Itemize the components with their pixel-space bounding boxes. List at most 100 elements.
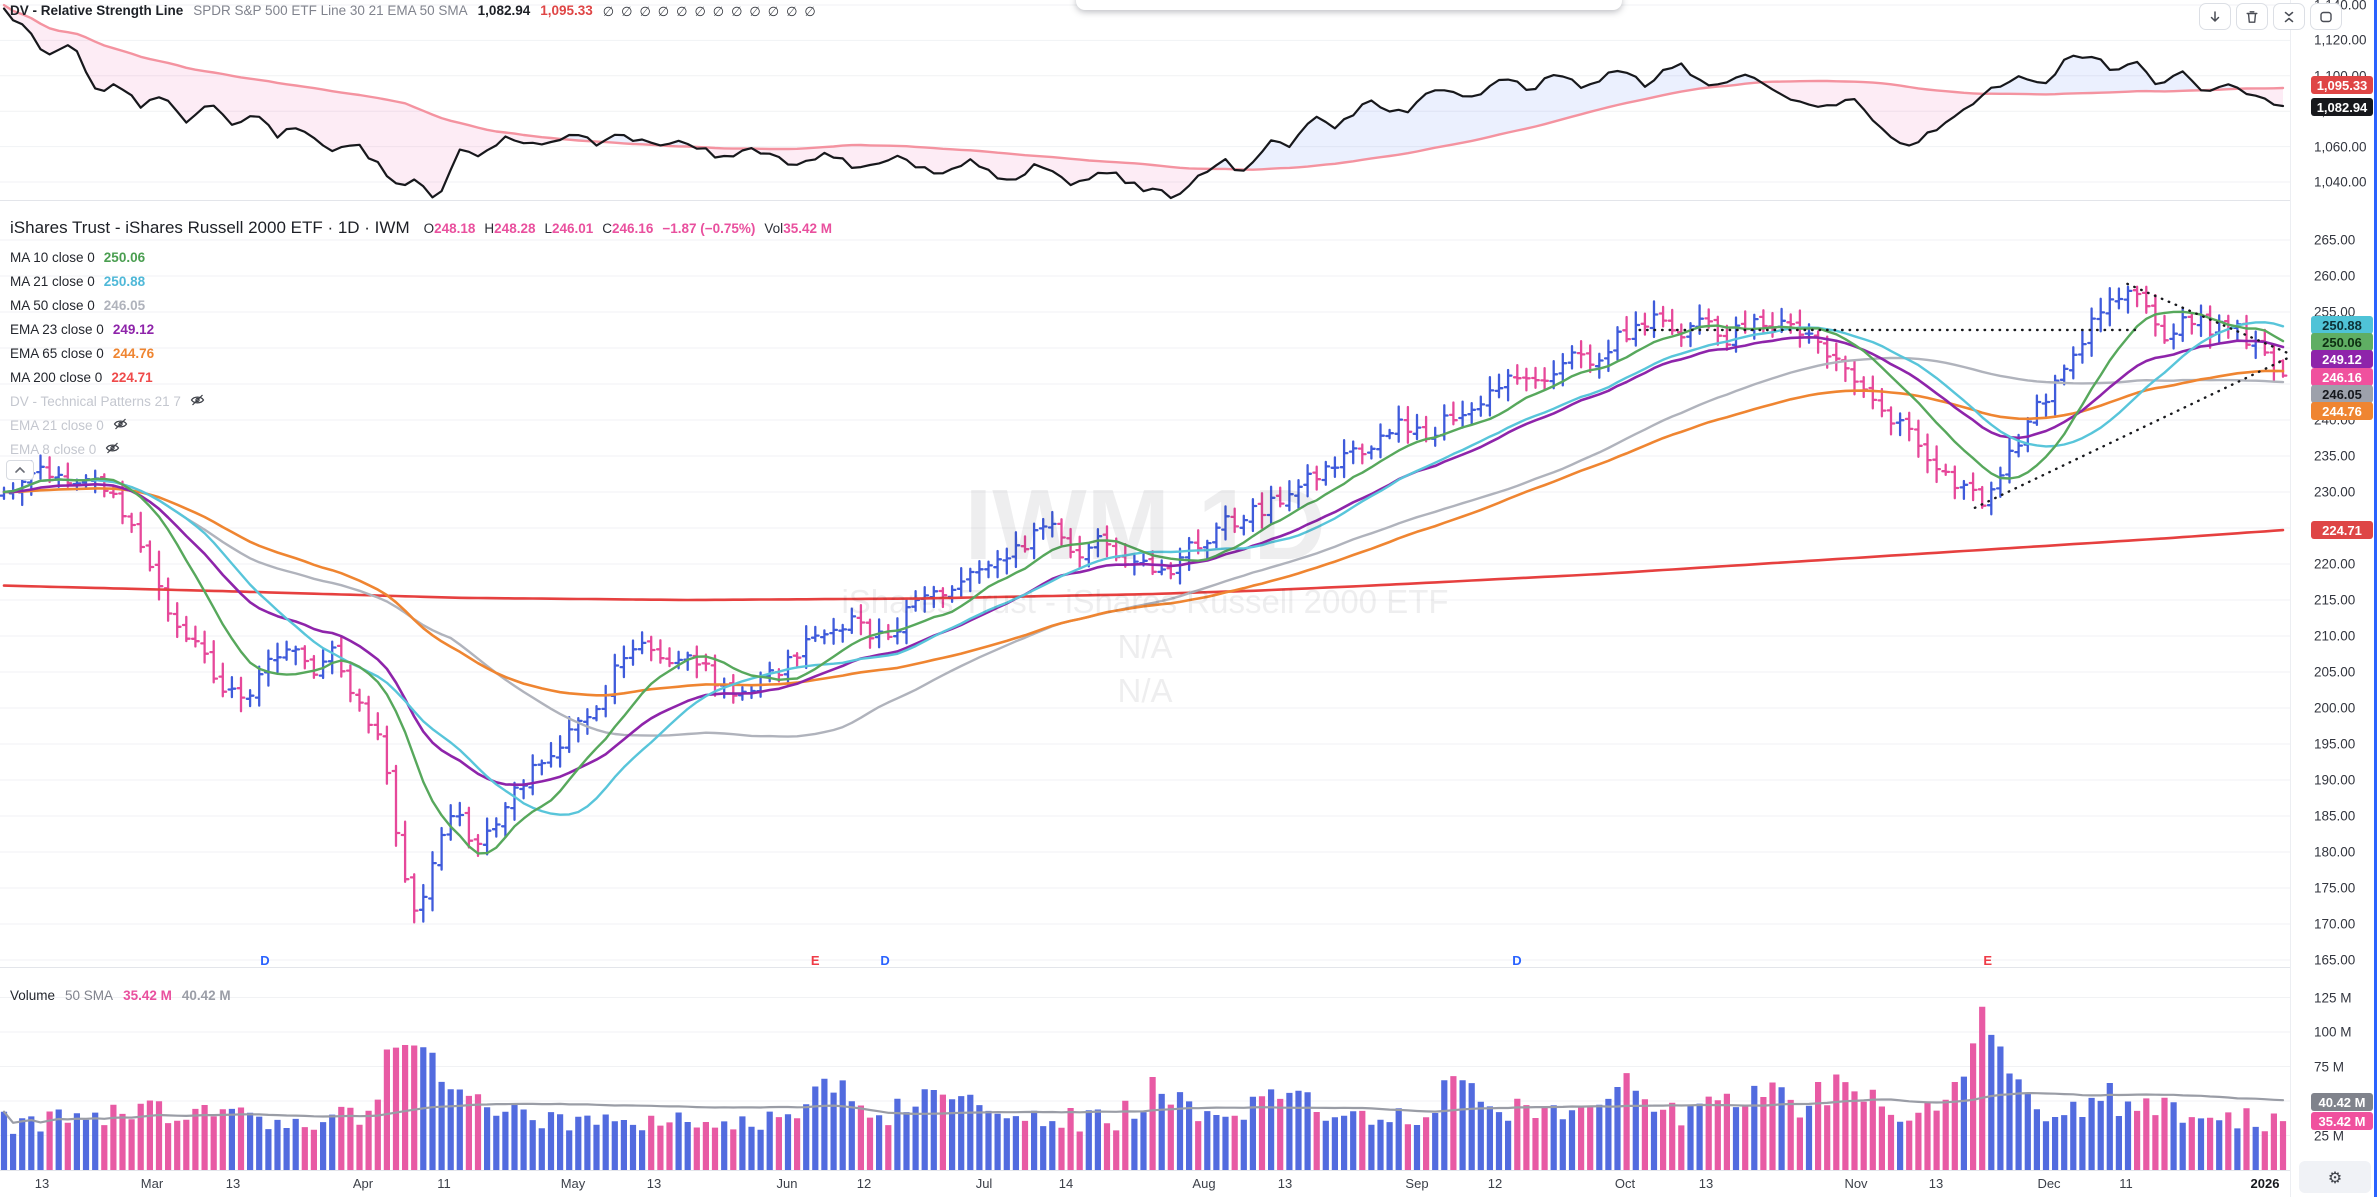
ohlc-field-label: H (484, 221, 495, 236)
price-badge: 250.88 (2311, 316, 2373, 334)
rs-indicator-params: SPDR S&P 500 ETF Line 30 21 EMA 50 SMA (193, 3, 468, 18)
move-pane-down-button[interactable] (2199, 3, 2231, 30)
price-axis[interactable]: ⚙ 1,140.001,120.001,100.001,080.001,060.… (2290, 0, 2374, 1197)
visibility-toggle[interactable] (113, 418, 128, 433)
time-axis[interactable]: 13 Mar 13 Apr 11 May 13 Jun 12 Jul 14 Aug 13 Sep 12 Oct… (0, 1170, 2290, 1197)
event-marker-d[interactable]: D (260, 953, 270, 968)
indicator-value: 249.12 (112, 321, 155, 337)
ohlc-readout: O248.18 H248.28 L246.01 C246.16 −1.87 (−0.75… (424, 221, 832, 236)
time-label: 13 (1698, 1176, 1714, 1191)
ohlc-field-label: L (544, 221, 552, 236)
hidden-value-icon: ∅ (676, 5, 688, 20)
price-badge: 1,082.94 (2311, 98, 2373, 116)
indicator-row[interactable]: EMA 21 close 0 (10, 413, 205, 437)
hidden-value-icon: ∅ (712, 5, 725, 20)
indicator-row[interactable]: EMA 65 close 0 244.76 (10, 341, 205, 365)
price-badge: 224.71 (2311, 521, 2373, 539)
indicator-row[interactable]: EMA 23 close 0 249.12 (10, 317, 205, 341)
axis-tick-label: 255.00 (2314, 304, 2356, 320)
ohlc-item: C246.16 (602, 221, 653, 236)
indicator-label: MA 21 close 0 (10, 273, 95, 289)
indicator-label: EMA 8 close 0 (10, 441, 97, 457)
indicator-row[interactable]: MA 10 close 0 250.06 (10, 245, 205, 269)
price-chart-canvas[interactable] (0, 0, 2290, 1197)
indicator-label: MA 200 close 0 (10, 369, 103, 385)
volume-legend: Volume 50 SMA 35.42 M 40.42 M (10, 988, 231, 1003)
hidden-value-icon: ∅ (639, 5, 651, 20)
pane-divider-top[interactable] (0, 200, 2374, 201)
indicator-value: 246.05 (103, 297, 146, 313)
axis-tick-label: 1,120.00 (2314, 32, 2367, 48)
hidden-value-icon: ∅ (804, 5, 816, 20)
axis-tick-label: 175.00 (2314, 880, 2356, 896)
time-label: Nov (1844, 1176, 1868, 1191)
indicator-label: EMA 65 close 0 (10, 345, 104, 361)
symbol-title[interactable]: iShares Trust - iShares Russell 2000 ETF… (10, 218, 410, 237)
axis-tick-label: 1,040.00 (2314, 174, 2367, 190)
axis-tick-label: 260.00 (2314, 268, 2356, 284)
indicator-label: DV - Technical Patterns 21 7 (10, 393, 181, 409)
ohlc-field-value: 246.01 (551, 221, 594, 236)
volume-sma-value: 40.42 M (181, 988, 231, 1003)
indicator-row[interactable]: MA 21 close 0 250.88 (10, 269, 205, 293)
ohlc-field-value: 248.28 (494, 221, 536, 236)
visibility-toggle[interactable] (105, 442, 120, 457)
event-marker-d[interactable]: D (1512, 953, 1522, 968)
rs-pane-legend: DV - Relative Strength Line SPDR S&P 500… (10, 3, 816, 20)
rs-indicator-title[interactable]: DV - Relative Strength Line (10, 3, 184, 18)
axis-tick-label: 75 M (2314, 1059, 2345, 1074)
time-label: 13 (225, 1176, 241, 1191)
time-label: Sep (1405, 1176, 1429, 1191)
axis-settings-button[interactable]: ⚙ (2299, 1161, 2371, 1193)
collapse-pane-button[interactable] (2273, 3, 2305, 30)
axis-tick-label: 215.00 (2314, 592, 2356, 608)
time-label: Aug (1192, 1176, 1216, 1191)
maximize-pane-button[interactable] (2310, 3, 2342, 30)
indicator-row[interactable]: MA 200 close 0 224.71 (10, 365, 205, 389)
time-label: 13 (1928, 1176, 1944, 1191)
ohlc-field-value: −1.87 (−0.75%) (662, 221, 756, 236)
event-marker-e[interactable]: E (810, 953, 820, 968)
axis-tick-label: 230.00 (2314, 484, 2356, 500)
visibility-toggle[interactable] (190, 394, 205, 409)
ohlc-field-label: C (602, 221, 613, 236)
axis-tick-label: 190.00 (2314, 772, 2356, 788)
axis-tick-label: 170.00 (2314, 916, 2356, 932)
indicator-value: 224.71 (111, 369, 153, 385)
time-label: Oct (1614, 1176, 1636, 1191)
event-marker-d[interactable]: D (880, 953, 890, 968)
ohlc-item: L246.01 (544, 221, 593, 236)
event-marker-e[interactable]: E (1983, 953, 1993, 968)
axis-tick-label: 200.00 (2314, 700, 2356, 716)
pane-divider-volume[interactable] (0, 967, 2374, 968)
hidden-value-icon: ∅ (786, 5, 798, 20)
delete-pane-button[interactable] (2236, 3, 2268, 30)
indicator-row[interactable]: EMA 8 close 0 (10, 437, 205, 461)
time-label: Dec (2037, 1176, 2061, 1191)
volume-label[interactable]: Volume (10, 988, 56, 1003)
price-badge: 246.16 (2311, 368, 2373, 386)
price-badge: 1,095.33 (2311, 76, 2373, 94)
hidden-value-icon: ∅ (657, 5, 670, 20)
axis-tick-label: 180.00 (2314, 844, 2356, 860)
eye-off-icon (190, 394, 205, 405)
floating-toolbar[interactable] (1076, 0, 1622, 10)
volume-sma-label: 50 SMA (65, 988, 114, 1003)
time-label: 12 (856, 1176, 872, 1191)
indicator-row[interactable]: DV - Technical Patterns 21 7 (10, 389, 205, 413)
indicator-value: 244.76 (112, 345, 155, 361)
eye-off-icon (106, 442, 120, 453)
ohlc-item: Vol35.42 M (764, 221, 832, 236)
trash-icon (2246, 10, 2258, 23)
indicator-row[interactable]: MA 50 close 0 246.05 (10, 293, 205, 317)
legend-collapse-button[interactable] (6, 460, 34, 480)
eye-off-icon (113, 418, 128, 429)
chevron-up-icon (15, 466, 25, 473)
download-icon (2210, 10, 2220, 22)
indicator-value: 250.06 (103, 249, 146, 265)
rs-value-main: 1,082.94 (477, 3, 531, 18)
hidden-value-icon: ∅ (767, 5, 780, 20)
axis-tick-label: 205.00 (2314, 664, 2356, 680)
axis-tick-label: 100 M (2314, 1024, 2352, 1040)
